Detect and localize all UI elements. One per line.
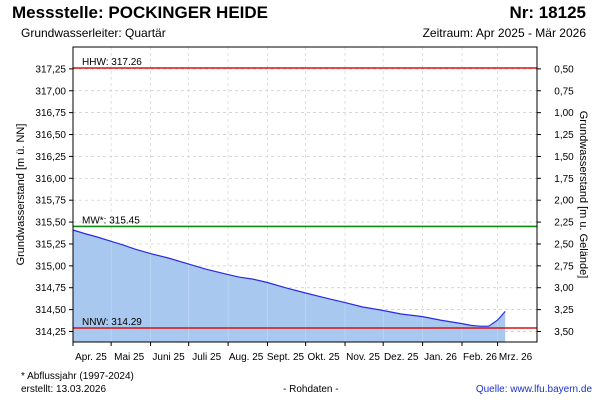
- y2-tick-label: 0,50: [554, 64, 574, 75]
- aquifer-label: Grundwasserleiter: Quartär: [21, 26, 166, 40]
- y-tick-label: 315,75: [35, 196, 66, 207]
- x-tick-label: Sept. 25: [267, 352, 305, 363]
- x-tick-label: Mrz. 26: [499, 352, 533, 363]
- y-tick-label: 317,00: [35, 86, 66, 97]
- y2-tick-label: 3,00: [554, 283, 574, 294]
- station-number: Nr: 18125: [509, 3, 586, 22]
- x-tick-label: Jan. 26: [424, 352, 457, 363]
- source-link[interactable]: Quelle: www.lfu.bayern.de: [475, 384, 592, 395]
- station-title: Messstelle: POCKINGER HEIDE: [12, 3, 269, 22]
- series-line: [72, 229, 506, 327]
- y-tick-label: 314,25: [35, 327, 66, 338]
- y-axis-title: Grundwasserstand [m ü. NN]: [15, 124, 27, 266]
- y2-tick-label: 1,75: [554, 174, 574, 185]
- y-tick-label: 314,50: [35, 305, 66, 316]
- y2-tick-label: 2,00: [554, 196, 574, 207]
- x-tick-label: Juni 25: [152, 352, 185, 363]
- period-label: Zeitraum: Apr 2025 - Mär 2026: [422, 26, 586, 40]
- y-tick-label: 316,00: [35, 174, 66, 185]
- created-date: erstellt: 13.03.2026: [21, 384, 107, 395]
- x-tick-label: Nov. 25: [346, 352, 380, 363]
- y2-tick-label: 3,25: [554, 305, 574, 316]
- footnote: * Abflussjahr (1997-2024): [21, 371, 134, 382]
- y-tick-label: 316,75: [35, 108, 66, 119]
- nnw-label: NNW: 314.29: [82, 317, 142, 328]
- data-status: - Rohdaten -: [283, 384, 339, 395]
- y2-tick-label: 1,50: [554, 152, 574, 163]
- plot-frame: [72, 46, 538, 343]
- y2-tick-label: 1,00: [554, 108, 574, 119]
- y-tick-label: 315,00: [35, 261, 66, 272]
- y2-tick-label: 0,75: [554, 86, 574, 97]
- y-tick-label: 315,25: [35, 239, 66, 250]
- y2-tick-label: 2,25: [554, 218, 574, 229]
- y-tick-label: 314,75: [35, 283, 66, 294]
- y2-axis-title: Grundwasserstand [m u. Gelände]: [577, 111, 589, 279]
- x-tick-label: Mai 25: [114, 352, 144, 363]
- y2-tick-label: 1,25: [554, 130, 574, 141]
- y2-tick-label: 2,75: [554, 261, 574, 272]
- series-area: [73, 230, 506, 342]
- x-tick-label: Feb. 26: [463, 352, 497, 363]
- x-tick-label: Okt. 25: [308, 352, 341, 363]
- y-tick-label: 316,25: [35, 152, 66, 163]
- x-tick-label: Apr. 25: [75, 352, 107, 363]
- y2-tick-label: 3,50: [554, 327, 574, 338]
- x-tick-label: Dez. 25: [384, 352, 419, 363]
- mw-label: MW*: 315.45: [82, 215, 140, 226]
- x-tick-label: Juli 25: [192, 352, 221, 363]
- y-tick-label: 316,50: [35, 130, 66, 141]
- y2-tick-label: 2,50: [554, 239, 574, 250]
- y-tick-label: 317,25: [35, 64, 66, 75]
- x-tick-label: Aug. 25: [229, 352, 264, 363]
- y-tick-label: 315,50: [35, 218, 66, 229]
- hhw-label: HHW: 317.26: [82, 57, 142, 68]
